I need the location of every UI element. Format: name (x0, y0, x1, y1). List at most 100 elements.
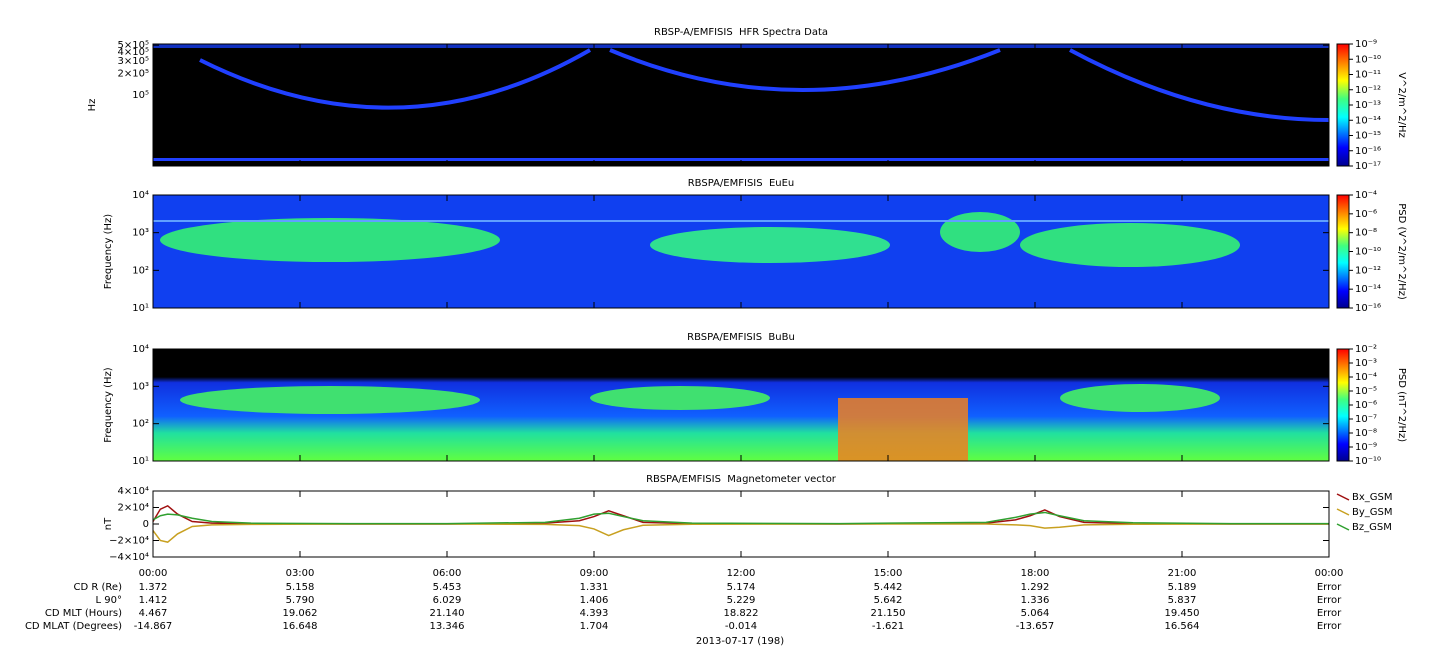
colorbar-tick-label: 10⁻⁴ (1355, 190, 1377, 201)
ephemeris-value: 5.158 (286, 582, 315, 593)
spectrogram-image (153, 195, 1329, 308)
spectrogram-image (153, 44, 1330, 166)
colorbar-tick-label: 10⁻⁴ (1355, 372, 1377, 383)
colorbar-tick-label: 10⁻¹⁰ (1355, 247, 1381, 258)
ephemeris-value: -14.867 (134, 621, 173, 632)
ephemeris-label: CD R (Re) (74, 582, 123, 593)
ephemeris-value: 1.292 (1021, 582, 1050, 593)
colorbar-tick-label: 10⁻¹² (1355, 265, 1381, 276)
colorbar-tick-label: 10⁻⁶ (1355, 209, 1377, 220)
colorbar (1336, 194, 1350, 309)
y-tick-label: 10³ (132, 228, 149, 239)
ephemeris-label: CD MLT (Hours) (45, 608, 122, 619)
colorbar-tick-label: 10⁻⁶ (1355, 400, 1377, 411)
y-tick-label: 5×10⁵ (118, 40, 149, 51)
colorbar-tick-label: 10⁻¹³ (1355, 100, 1381, 111)
y-tick-label: 10² (132, 265, 149, 276)
colorbar-tick-label: 10⁻¹⁰ (1355, 456, 1381, 467)
y-tick-label: 10⁴ (132, 344, 149, 355)
colorbar-tick-label: 10⁻¹⁵ (1355, 131, 1381, 142)
x-tick-label: 00:00 (1315, 568, 1344, 579)
x-tick-label: 18:00 (1021, 568, 1050, 579)
ephemeris-value: 5.642 (874, 595, 903, 606)
colorbar-tick-label: 10⁻¹⁰ (1355, 54, 1381, 65)
ephemeris-value: 1.331 (580, 582, 609, 593)
plot-frame (152, 194, 1330, 309)
ephemeris-value: 13.346 (430, 621, 465, 632)
ephemeris-value: 5.442 (874, 582, 903, 593)
ephemeris-value: 16.564 (1165, 621, 1200, 632)
y-tick-label: 10⁴ (132, 190, 149, 201)
ephemeris-value: 5.064 (1021, 608, 1050, 619)
ephemeris-label: CD MLAT (Degrees) (25, 621, 122, 632)
ephemeris-value: 5.790 (286, 595, 315, 606)
ephemeris-value: Error (1317, 608, 1342, 619)
colorbar-tick-label: 10⁻¹⁴ (1355, 115, 1381, 126)
ephemeris-value: 19.062 (283, 608, 318, 619)
colorbar-tick-label: 10⁻⁹ (1355, 442, 1377, 453)
ephemeris-value: 5.453 (433, 582, 462, 593)
ephemeris-label: L 90° (96, 595, 122, 606)
y-tick-label: 4×10⁵ (118, 47, 149, 58)
colorbar-tick-label: 10⁻⁸ (1355, 228, 1377, 239)
colorbar (1336, 43, 1350, 167)
colorbar-tick-label: 10⁻¹⁷ (1355, 161, 1381, 172)
x-tick-label: 06:00 (433, 568, 462, 579)
colorbar-tick-label: 10⁻⁹ (1355, 39, 1377, 50)
ephemeris-value: 4.393 (580, 608, 609, 619)
y-tick-label: −2×10⁴ (109, 536, 149, 547)
y-tick-label: 10¹ (132, 456, 149, 467)
ephemeris-value: 1.406 (580, 595, 609, 606)
y-axis-label: Frequency (Hz) (103, 367, 114, 443)
colorbar-label: V^2/m^2/Hz (1396, 72, 1407, 138)
panel-title: RBSPA/EMFISIS BuBu (687, 332, 795, 343)
plot-frame (152, 43, 1330, 167)
panel-title: RBSPA/EMFISIS EuEu (688, 178, 795, 189)
ephemeris-value: 21.140 (430, 608, 465, 619)
legend-swatch (1336, 523, 1350, 531)
ephemeris-value: 18.822 (724, 608, 759, 619)
ephemeris-value: -1.621 (872, 621, 904, 632)
colorbar-tick-label: 10⁻⁷ (1355, 414, 1377, 425)
ephemeris-value: 19.450 (1165, 608, 1200, 619)
panel-title: RBSPA/EMFISIS Magnetometer vector (646, 474, 837, 485)
y-tick-label: 10¹ (132, 303, 149, 314)
x-tick-label: 21:00 (1168, 568, 1197, 579)
ephemeris-value: 4.467 (139, 608, 168, 619)
ephemeris-value: -0.014 (725, 621, 757, 632)
ephemeris-value: 5.837 (1168, 595, 1197, 606)
colorbar-tick-label: 10⁻¹⁶ (1355, 146, 1381, 157)
x-tick-label: 15:00 (874, 568, 903, 579)
legend-swatch (1336, 493, 1350, 501)
colorbar-label: PSD (V^2/m^2/Hz) (1396, 203, 1407, 300)
y-tick-label: 10⁵ (132, 90, 149, 101)
y-axis-label: nT (103, 517, 114, 530)
ephemeris-value: 21.150 (871, 608, 906, 619)
colorbar-tick-label: 10⁻¹⁶ (1355, 303, 1381, 314)
x-tick-label: 09:00 (580, 568, 609, 579)
spectrogram-image (153, 349, 1329, 461)
ephemeris-value: 1.336 (1021, 595, 1050, 606)
y-tick-label: 2×10⁴ (118, 503, 149, 514)
date-label: 2013-07-17 (198) (696, 636, 784, 647)
colorbar (1336, 348, 1350, 462)
series-line (152, 523, 1329, 543)
ephemeris-value: 5.174 (727, 582, 756, 593)
y-tick-label: 4×10⁴ (118, 486, 149, 497)
legend-label: Bx_GSM (1352, 492, 1393, 503)
ephemeris-value: 1.412 (139, 595, 168, 606)
y-tick-label: 3×10⁵ (118, 56, 149, 67)
x-tick-label: 03:00 (286, 568, 315, 579)
ephemeris-value: 5.229 (727, 595, 756, 606)
colorbar-tick-label: 10⁻⁸ (1355, 428, 1377, 439)
y-tick-label: 10² (132, 419, 149, 430)
series-line (152, 504, 1329, 525)
colorbar-tick-label: 10⁻² (1355, 344, 1377, 355)
plot-frame (152, 490, 1330, 558)
x-tick-label: 00:00 (139, 568, 168, 579)
legend-swatch (1336, 508, 1350, 516)
ephemeris-value: Error (1317, 595, 1342, 606)
ephemeris-value: Error (1317, 621, 1342, 632)
panel-title: RBSP-A/EMFISIS HFR Spectra Data (654, 27, 828, 38)
